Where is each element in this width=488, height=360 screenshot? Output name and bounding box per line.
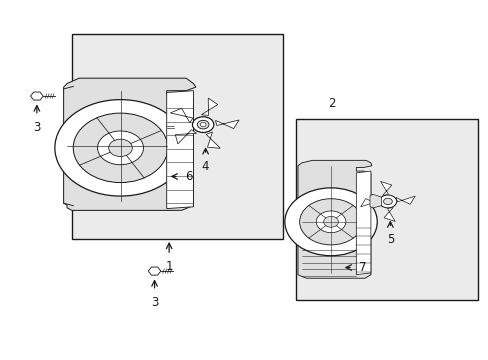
Circle shape xyxy=(299,199,362,245)
Circle shape xyxy=(323,216,338,227)
Polygon shape xyxy=(166,91,193,208)
Polygon shape xyxy=(383,207,394,221)
Circle shape xyxy=(108,139,132,157)
Circle shape xyxy=(285,188,376,256)
Polygon shape xyxy=(215,120,239,129)
Polygon shape xyxy=(395,196,414,204)
Text: 5: 5 xyxy=(386,233,393,246)
Circle shape xyxy=(97,131,143,165)
Circle shape xyxy=(316,211,345,233)
Text: 6: 6 xyxy=(185,170,192,183)
Text: 3: 3 xyxy=(151,296,158,309)
Polygon shape xyxy=(380,181,391,195)
Circle shape xyxy=(383,198,391,204)
Circle shape xyxy=(192,117,213,132)
Text: 4: 4 xyxy=(202,159,209,173)
Polygon shape xyxy=(206,132,220,148)
Polygon shape xyxy=(297,160,371,278)
Text: 2: 2 xyxy=(327,97,335,111)
Circle shape xyxy=(378,195,396,208)
Polygon shape xyxy=(30,92,43,100)
Polygon shape xyxy=(356,171,370,275)
Polygon shape xyxy=(63,78,196,210)
Circle shape xyxy=(73,113,167,183)
Circle shape xyxy=(55,100,186,196)
Text: 7: 7 xyxy=(358,261,366,274)
Polygon shape xyxy=(170,108,192,123)
FancyBboxPatch shape xyxy=(72,33,283,239)
Polygon shape xyxy=(201,98,217,116)
Polygon shape xyxy=(360,199,379,207)
Polygon shape xyxy=(369,194,381,208)
Text: 3: 3 xyxy=(33,121,41,134)
Polygon shape xyxy=(148,267,161,275)
FancyBboxPatch shape xyxy=(295,119,477,300)
Polygon shape xyxy=(175,130,196,144)
Circle shape xyxy=(197,120,208,129)
Text: 1: 1 xyxy=(165,260,173,273)
Circle shape xyxy=(200,122,205,127)
